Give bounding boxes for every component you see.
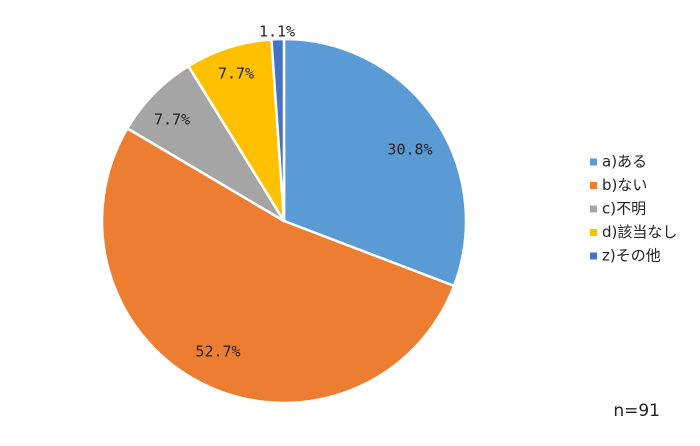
legend: a)ある b)ない c)不明 d)該当なし z)その他 <box>590 153 677 265</box>
legend-label-a: a)ある <box>602 153 647 171</box>
sample-size-note: n=91 <box>613 401 660 421</box>
legend-label-b: b)ない <box>602 176 647 194</box>
legend-label-e: z)その他 <box>602 247 661 265</box>
pie-slice-b <box>100 127 456 405</box>
data-label-d: 7.7% <box>218 65 254 83</box>
data-label-b: 52.7% <box>195 343 240 361</box>
data-label-e: 1.1% <box>259 23 295 41</box>
legend-swatch-e <box>590 252 597 260</box>
legend-swatch-c <box>590 205 597 213</box>
pie-data-labels: 30.8% 52.7% 7.7% 7.7% 1.1% <box>154 23 433 361</box>
pie-slice-e <box>270 37 286 223</box>
data-label-a: 30.8% <box>387 141 432 159</box>
legend-swatch-a <box>590 158 597 166</box>
pie-slice-a <box>282 37 468 288</box>
legend-label-c: c)不明 <box>602 200 646 218</box>
legend-swatch-d <box>590 229 597 236</box>
legend-swatch-b <box>590 182 597 189</box>
pie-slices <box>100 37 468 405</box>
legend-label-d: d)該当なし <box>602 223 677 241</box>
data-label-c: 7.7% <box>154 111 190 129</box>
